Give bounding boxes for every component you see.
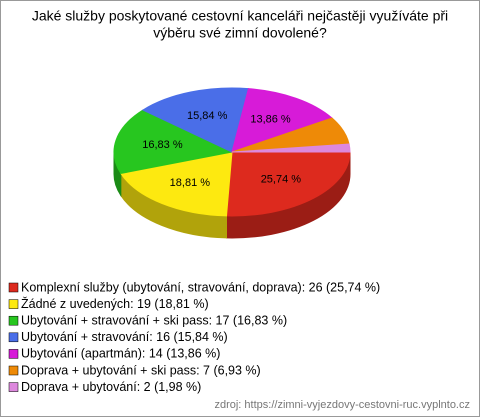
- slice: [231, 143, 351, 153]
- slice: [113, 109, 234, 175]
- source: zdroj: https://zimni-vyjezdovy-cestovni-…: [214, 399, 470, 411]
- slice-label: 15,84 %: [187, 110, 228, 122]
- legend-label: Žádné z uvedených: 19 (18,81 %): [21, 296, 209, 311]
- legend-label: Komplexní služby (ubytování, stravování,…: [21, 280, 380, 294]
- chart-title: výběru své zimní dovolené?: [153, 25, 327, 41]
- legend-swatch: [8, 315, 19, 326]
- slice-label: 16,83 %: [142, 139, 183, 151]
- legend-swatch: [8, 382, 19, 392]
- legend-swatch: [8, 332, 19, 343]
- legend-swatch: [8, 282, 19, 293]
- slice-label: 13,86 %: [250, 114, 291, 126]
- slice: [120, 151, 233, 217]
- slice: [141, 87, 250, 153]
- slice-label: 25,74 %: [261, 174, 302, 186]
- chart-title: Jaké služby poskytované cestovní kancelá…: [32, 8, 448, 24]
- legend-label: Ubytování (apartmán): 14 (13,86 %): [21, 347, 220, 361]
- legend-label: Ubytování + stravování + ski pass: 17 (1…: [21, 313, 287, 327]
- legend-swatch: [8, 299, 19, 309]
- slice: [231, 88, 333, 153]
- legend-label: Ubytování + stravování: 16 (15,84 %): [21, 330, 228, 344]
- legend-label: Doprava + ubytování: 2 (1,98 %): [21, 380, 201, 394]
- legend-label: Doprava + ubytování + ski pass: 7 (6,93 …: [21, 363, 261, 377]
- slice: [225, 151, 351, 217]
- legend-swatch: [8, 365, 19, 376]
- slice-label: 18,81 %: [170, 177, 211, 189]
- legend-swatch: [8, 349, 19, 359]
